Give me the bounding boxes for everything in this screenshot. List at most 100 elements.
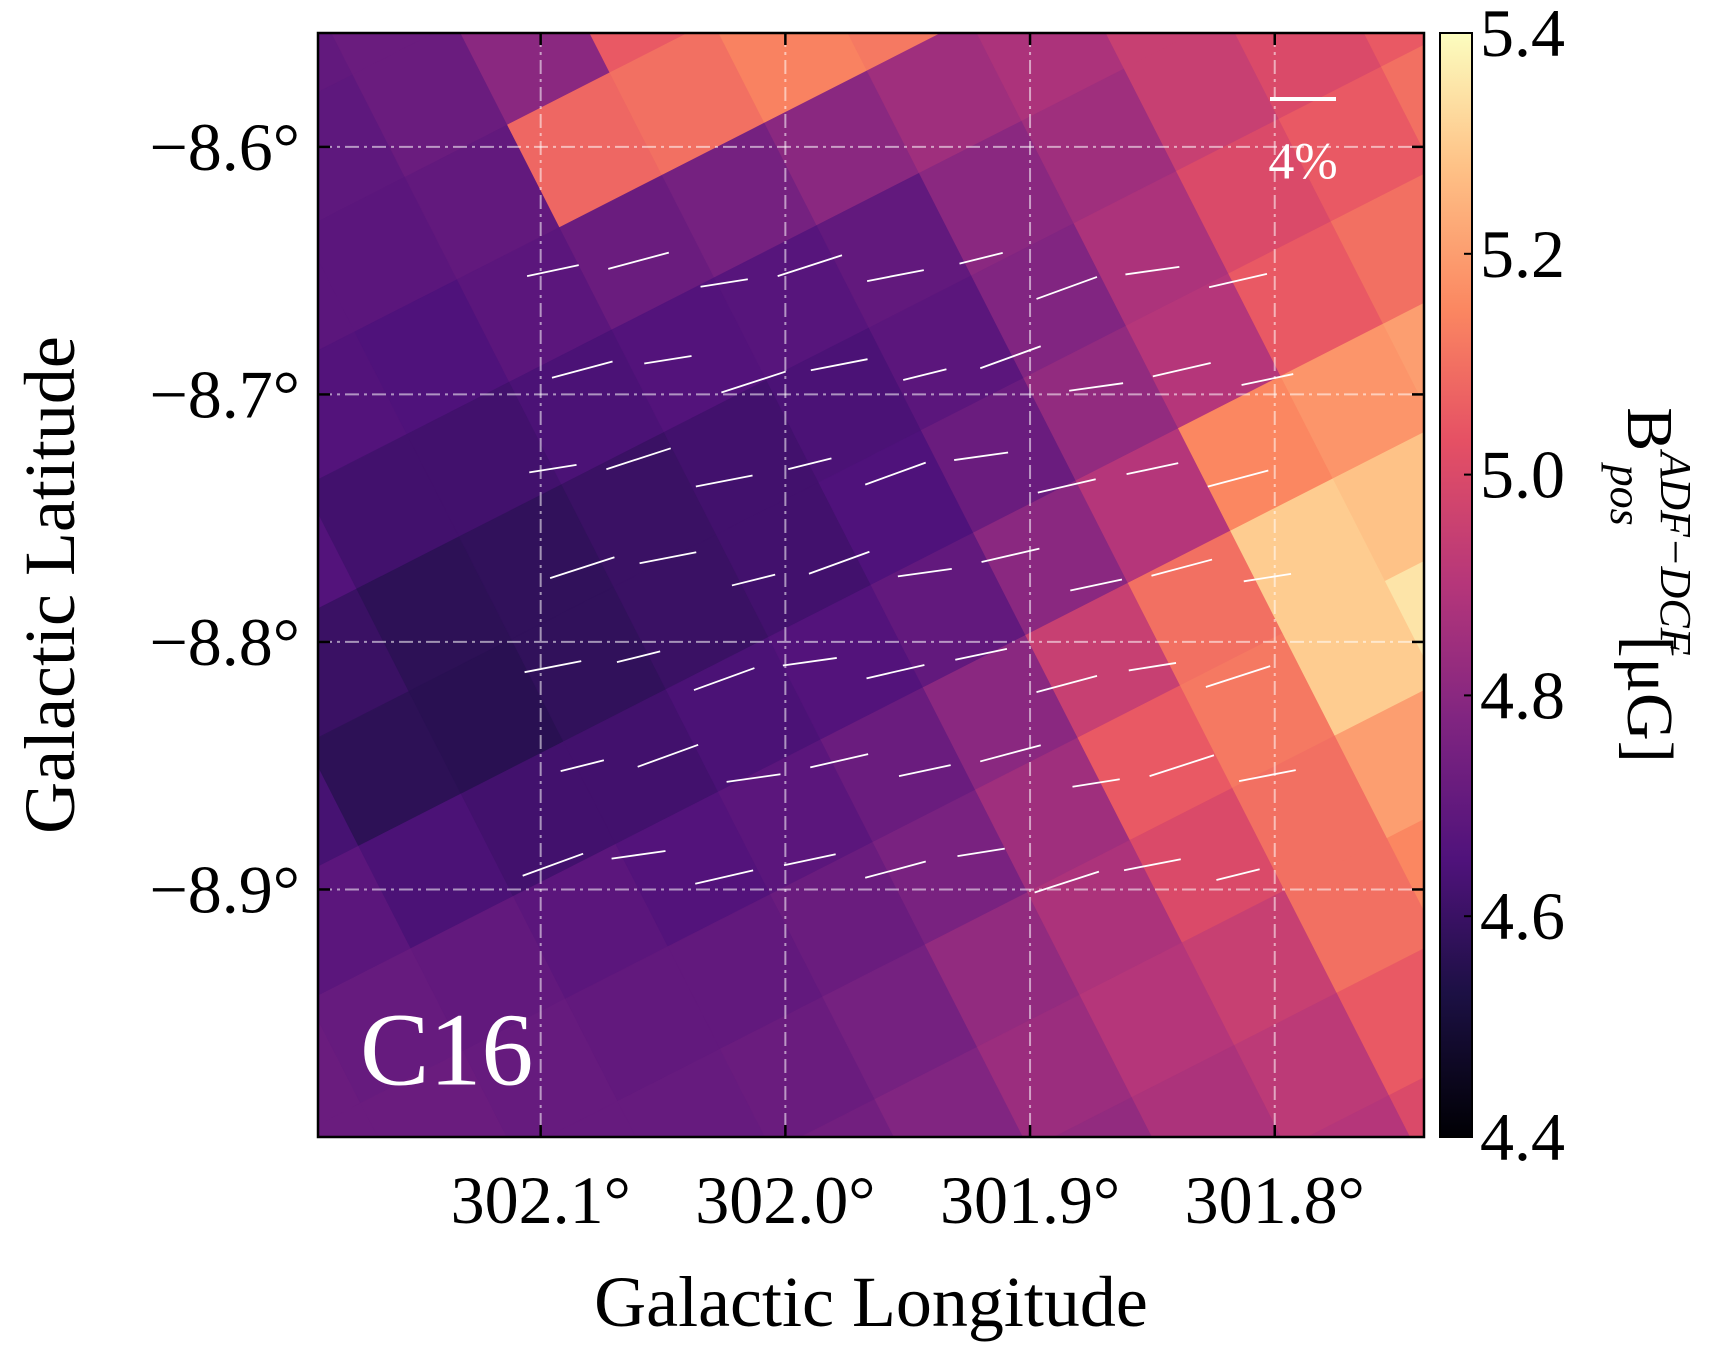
polarization-vector: [1208, 272, 1268, 289]
colorbar-label-sub: pos: [1602, 462, 1651, 526]
polarization-vector: [726, 773, 781, 783]
heatmap-cell: [1332, 431, 1424, 582]
heatmap-cell: [1131, 1044, 1282, 1137]
overlay: [316, 31, 1426, 1139]
heatmap-cell: [1334, 690, 1424, 839]
polarization-vector: [1070, 578, 1123, 592]
polarization-vector: [1149, 754, 1215, 778]
heatmap-cell: [1053, 1096, 1153, 1137]
colorbar-tick-label: 4.6: [1480, 878, 1565, 954]
colorbar-label-sup: ADF−DCF: [1652, 448, 1701, 655]
scale-bar-label: 4%: [1268, 134, 1337, 191]
polarization-vector: [522, 852, 584, 877]
polarization-vector: [551, 360, 613, 379]
y-tick-label: −8.6°: [149, 109, 300, 185]
polarization-vector: [866, 664, 925, 680]
heatmap-cell: [0, 77, 148, 232]
heatmap-cell: [403, 0, 558, 22]
polarization-vector: [1125, 265, 1180, 276]
heatmap-cell: [1363, 33, 1424, 68]
polarization-vector: [1152, 362, 1211, 378]
heatmap-cell: [1388, 1077, 1424, 1137]
heatmap-cell: [1282, 580, 1424, 737]
polarization-vector: [1072, 778, 1120, 788]
x-tick-label: 302.1°: [451, 1162, 631, 1238]
polarization-vector: [611, 850, 666, 860]
polarization-vector: [959, 251, 1003, 265]
y-axis-label: Galactic Latitude: [10, 336, 90, 834]
polarization-vector: [979, 345, 1042, 370]
polarization-vector: [560, 759, 605, 772]
heatmap-cell: [1697, 887, 1713, 1042]
heatmap-cell: [318, 1102, 379, 1137]
polarization-vector: [810, 358, 868, 372]
heatmap-cell: [363, 1308, 518, 1350]
polarization-vector: [808, 550, 870, 575]
polarization-vector: [1207, 469, 1269, 488]
heatmap-cell: [1542, 836, 1697, 991]
polarization-vector: [979, 744, 1041, 763]
polarization-vector: [695, 869, 754, 885]
heatmap-cell: [1280, 323, 1424, 480]
heatmap-cell: [800, 1098, 895, 1137]
polarization-vector: [606, 447, 671, 471]
y-tick-label: −8.8°: [149, 604, 300, 680]
heatmap-cell: [917, 0, 1072, 19]
polarization-vector: [608, 251, 670, 270]
polarization-vector: [1036, 276, 1098, 300]
polarization-vector: [1126, 462, 1179, 476]
polarization-vector: [954, 451, 1009, 461]
polarization-vector: [1128, 662, 1177, 672]
colorbar-label: BADF−DCFpos [μG]: [1602, 407, 1701, 762]
polarization-vector: [693, 667, 755, 691]
polarization-vector: [700, 278, 748, 288]
heatmap-cell: [1174, 0, 1329, 17]
polarization-vector: [644, 355, 692, 365]
x-tick-label: 301.8°: [1185, 1162, 1365, 1238]
colorbar-tick-label: 4.4: [1480, 1099, 1565, 1175]
polarization-vector: [898, 764, 951, 778]
heatmap-cell: [1380, 44, 1424, 152]
polarization-vector: [1151, 558, 1213, 577]
heatmap-cell: [1284, 837, 1424, 994]
heatmap-cell: [1336, 948, 1424, 1096]
polarization-vector: [864, 461, 927, 486]
colorbar-tick-label: 5.0: [1480, 437, 1565, 513]
polarization-vector: [639, 551, 697, 565]
x-tick-label: 302.0°: [695, 1162, 875, 1238]
polarization-vector: [783, 853, 836, 867]
heatmap-cell: [617, 1048, 766, 1137]
heatmap-cell: [1594, 939, 1713, 1094]
polarization-vector: [616, 650, 661, 664]
heatmap-cell: [1306, 1094, 1411, 1137]
polarization-vector: [524, 660, 582, 674]
polarization-vector: [903, 368, 947, 381]
polarization-vector: [1123, 858, 1181, 872]
polarization-vector: [529, 464, 577, 474]
heatmap-cell: [660, 0, 815, 20]
polarization-vector: [897, 567, 952, 578]
heatmap-cell: [546, 1100, 637, 1137]
heatmap-cell: [1278, 66, 1424, 222]
plot-frame: [316, 31, 1426, 1139]
polarization-vector: [957, 847, 1005, 857]
polarization-vector: [777, 254, 843, 277]
polarization-vector: [1238, 769, 1296, 782]
heatmap-cell: [847, 33, 942, 72]
polarization-vector: [1243, 572, 1292, 583]
x-axis-label: Galactic Longitude: [594, 1262, 1148, 1342]
polarization-vector: [981, 547, 1040, 563]
polarization-vector: [549, 556, 615, 579]
polarization-vector: [721, 370, 786, 394]
y-tick-label: −8.9°: [149, 851, 300, 927]
colorbar-tick-label: 5.4: [1480, 0, 1565, 71]
polarization-vector: [1037, 478, 1096, 494]
heatmap-cell: [874, 1046, 1024, 1137]
polarization-vector: [1069, 382, 1124, 392]
colorbar-tick-label: 5.2: [1480, 216, 1565, 292]
heatmap-cell: [310, 1206, 465, 1350]
heatmap-cell: [1644, 784, 1713, 939]
